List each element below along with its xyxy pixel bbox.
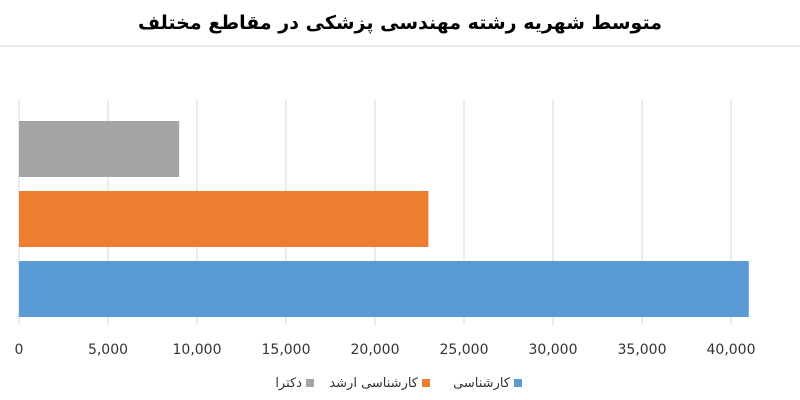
x-tick-label: 20,000 [351,342,400,358]
legend-swatch [514,379,522,387]
bar [19,191,429,247]
x-tick-label: 40,000 [707,342,756,358]
x-tick-label: 25,000 [440,342,489,358]
legend-label: دکترا [275,376,302,391]
chart-title: متوسط شهریه رشته مهندسی پزشکی در مقاطع م… [138,12,662,34]
x-tick-label: 5,000 [88,342,128,358]
bar [19,261,749,317]
bar [19,121,180,177]
x-tick-label: 15,000 [262,342,311,358]
x-tick-label: 10,000 [173,342,222,358]
legend-swatch [306,379,314,387]
x-tick-label: 35,000 [618,342,667,358]
legend-swatch [422,379,430,387]
legend-label: کارشناسی ارشد [329,376,418,391]
x-tick-label: 30,000 [529,342,578,358]
x-tick-label: 0 [15,342,24,358]
legend-label: کارشناسی [453,376,511,391]
